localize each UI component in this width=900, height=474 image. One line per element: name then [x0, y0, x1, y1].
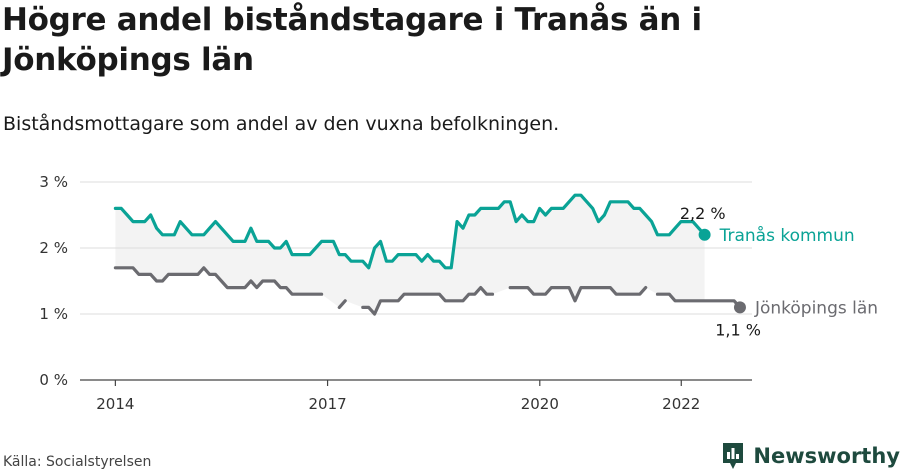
y-tick-label: 2 % — [39, 239, 68, 257]
series-line-segment — [113, 266, 324, 296]
end-point-marker — [733, 301, 746, 314]
series-line-segment — [113, 193, 707, 270]
y-tick-label: 1 % — [39, 305, 68, 323]
end-value-label: 2,2 % — [680, 204, 726, 223]
y-tick-label: 3 % — [39, 173, 68, 191]
brand-name: Newsworthy — [753, 444, 900, 468]
y-gridlines — [80, 181, 752, 315]
brand-logo: Newsworthy — [721, 442, 900, 470]
series-line-segment — [337, 299, 347, 309]
series-lines — [113, 193, 746, 316]
end-point-marker — [698, 228, 711, 241]
x-axis: 2014 2017 2020 2022 — [80, 379, 752, 413]
y-axis-ticks: 0 % 1 % 2 % 3 % — [39, 173, 68, 389]
series-line-segment — [361, 286, 495, 316]
series-line-segment — [655, 292, 742, 309]
x-tick-label: 2014 — [96, 395, 134, 413]
end-labels: Tranås kommun 2,2 % Jönköpings län 1,1 % — [680, 204, 878, 340]
x-tick-label: 2020 — [521, 395, 559, 413]
x-tick-label: 2017 — [308, 395, 346, 413]
chart-title: Högre andel biståndstagare i Tranås än i… — [2, 2, 702, 78]
y-tick-label: 0 % — [39, 371, 68, 389]
chart-subtitle: Biståndsmottagare som andel av den vuxna… — [3, 113, 560, 135]
newsworthy-logo-icon — [723, 443, 744, 469]
end-value-label: 1,1 % — [715, 320, 761, 339]
series-line-segment — [508, 286, 648, 303]
series-name-label: Tranås kommun — [719, 225, 855, 246]
series-name-label: Jönköpings län — [754, 298, 878, 318]
x-tick-label: 2022 — [662, 395, 700, 413]
source-note: Källa: Socialstyrelsen — [3, 454, 152, 470]
